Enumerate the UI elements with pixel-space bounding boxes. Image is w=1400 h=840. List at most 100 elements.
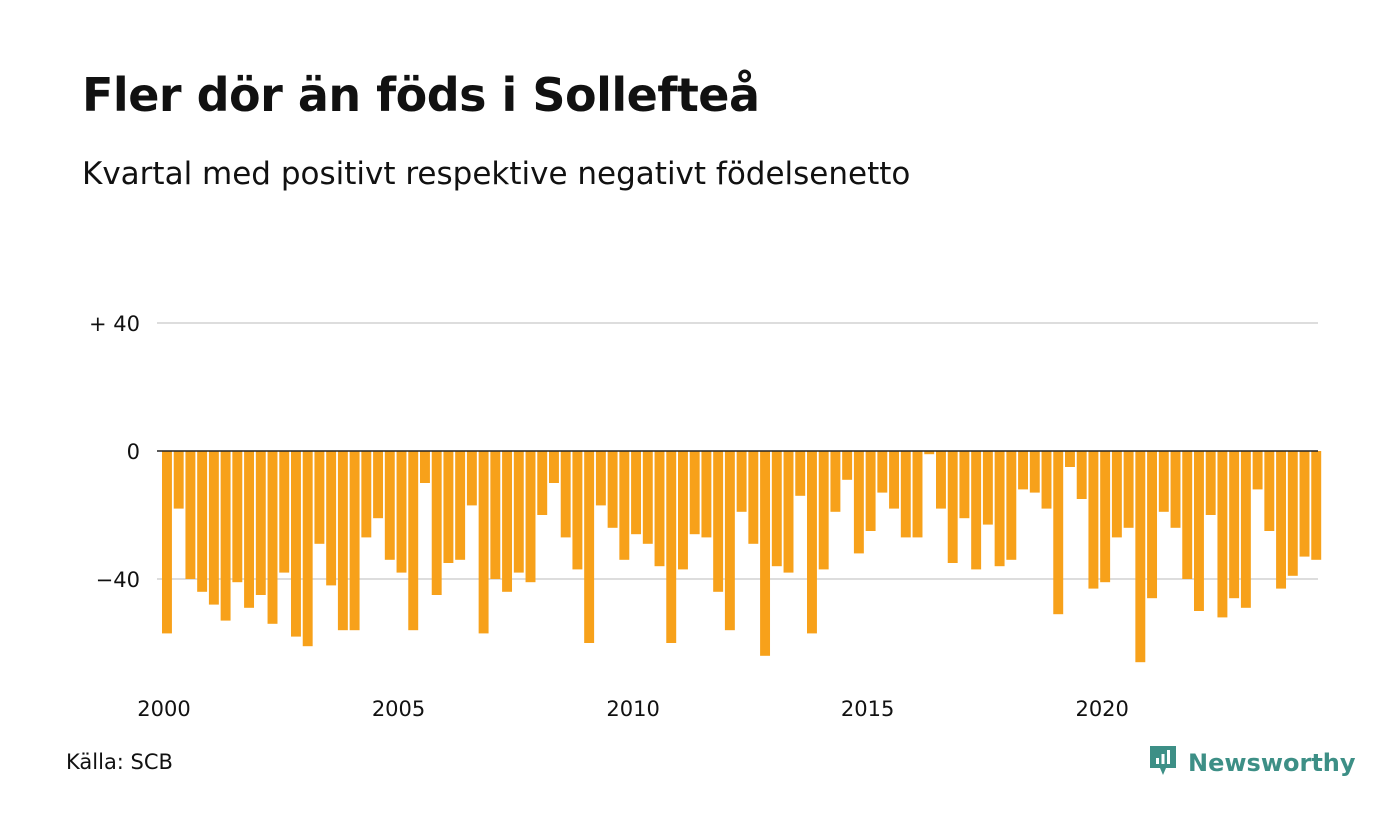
x-tick-label: 2005 xyxy=(372,697,425,721)
chart-subtitle: Kvartal med positivt respektive negativt… xyxy=(82,156,911,192)
bar xyxy=(994,451,1005,567)
bar xyxy=(1123,451,1134,528)
bar xyxy=(1158,451,1169,512)
bar xyxy=(525,451,536,583)
bar xyxy=(865,451,876,531)
bar xyxy=(1029,451,1040,493)
bar xyxy=(584,451,595,643)
bar xyxy=(1194,451,1204,611)
bar xyxy=(279,451,290,573)
newsworthy-logo-icon xyxy=(1148,744,1178,782)
bar xyxy=(642,451,653,544)
source-note: Källa: SCB xyxy=(66,750,173,774)
y-tick-label: −40 xyxy=(96,568,140,592)
bar xyxy=(197,451,208,592)
bar xyxy=(1240,451,1251,608)
bar xyxy=(490,451,501,579)
bar xyxy=(1205,451,1216,515)
bar xyxy=(889,451,900,509)
bar xyxy=(1041,451,1052,509)
bar xyxy=(549,451,559,483)
bar xyxy=(502,451,513,592)
bar xyxy=(947,451,958,563)
bar xyxy=(537,451,548,515)
bar xyxy=(267,451,278,624)
bar xyxy=(853,451,864,554)
bar xyxy=(337,451,348,631)
bar xyxy=(654,451,665,567)
bar xyxy=(1229,451,1240,599)
bar xyxy=(1006,451,1017,560)
x-tick-label: 2020 xyxy=(1075,697,1128,721)
bar xyxy=(807,451,817,634)
bar xyxy=(1311,451,1322,560)
bar xyxy=(478,451,489,634)
y-tick-label: + 40 xyxy=(89,312,140,336)
bar xyxy=(959,451,970,519)
bar xyxy=(1053,451,1064,615)
bar xyxy=(1018,451,1029,490)
bar xyxy=(771,451,782,567)
bar xyxy=(302,451,313,647)
bar xyxy=(912,451,923,538)
bar xyxy=(1147,451,1158,599)
bar xyxy=(162,451,172,634)
bar xyxy=(818,451,829,570)
bar xyxy=(736,451,747,512)
brand-logo[interactable]: Newsworthy xyxy=(1148,744,1356,782)
bar xyxy=(349,451,360,631)
bar xyxy=(326,451,337,586)
bar xyxy=(1076,451,1087,499)
bar xyxy=(232,451,243,583)
bar xyxy=(1264,451,1275,531)
bar xyxy=(1065,451,1075,467)
y-tick-label: 0 xyxy=(127,440,140,464)
bar xyxy=(900,451,911,538)
bar xyxy=(748,451,759,544)
bar xyxy=(314,451,325,544)
x-tick-label: 2010 xyxy=(606,697,659,721)
bar xyxy=(877,451,888,493)
bar xyxy=(291,451,301,637)
bar xyxy=(408,451,419,631)
bar xyxy=(560,451,571,538)
bar xyxy=(982,451,993,525)
bar xyxy=(724,451,735,631)
bar xyxy=(244,451,255,608)
bar xyxy=(208,451,219,605)
bar xyxy=(1252,451,1263,490)
bar xyxy=(572,451,583,570)
bar xyxy=(678,451,688,570)
bar xyxy=(185,451,196,579)
bar xyxy=(842,451,853,480)
bar xyxy=(783,451,794,573)
bar xyxy=(1100,451,1111,583)
bar xyxy=(420,451,430,483)
bar xyxy=(595,451,606,506)
bar xyxy=(924,451,935,455)
bar xyxy=(666,451,677,643)
bar xyxy=(631,451,642,535)
bar xyxy=(1111,451,1122,538)
bar xyxy=(760,451,771,656)
bar xyxy=(220,451,231,621)
bar xyxy=(936,451,946,509)
bar xyxy=(971,451,982,570)
bar xyxy=(1182,451,1193,579)
bar xyxy=(1299,451,1310,557)
bar xyxy=(361,451,372,538)
bar xyxy=(384,451,395,560)
bar xyxy=(1276,451,1287,589)
bar xyxy=(1217,451,1228,618)
bar xyxy=(373,451,384,519)
bar xyxy=(1088,451,1099,589)
bar xyxy=(701,451,712,538)
bar xyxy=(795,451,806,496)
x-tick-label: 2000 xyxy=(137,697,190,721)
bar xyxy=(513,451,524,573)
brand-name: Newsworthy xyxy=(1188,749,1356,777)
chart-title: Fler dör än föds i Sollefteå xyxy=(82,68,760,122)
bar xyxy=(1170,451,1181,528)
bar xyxy=(689,451,700,535)
